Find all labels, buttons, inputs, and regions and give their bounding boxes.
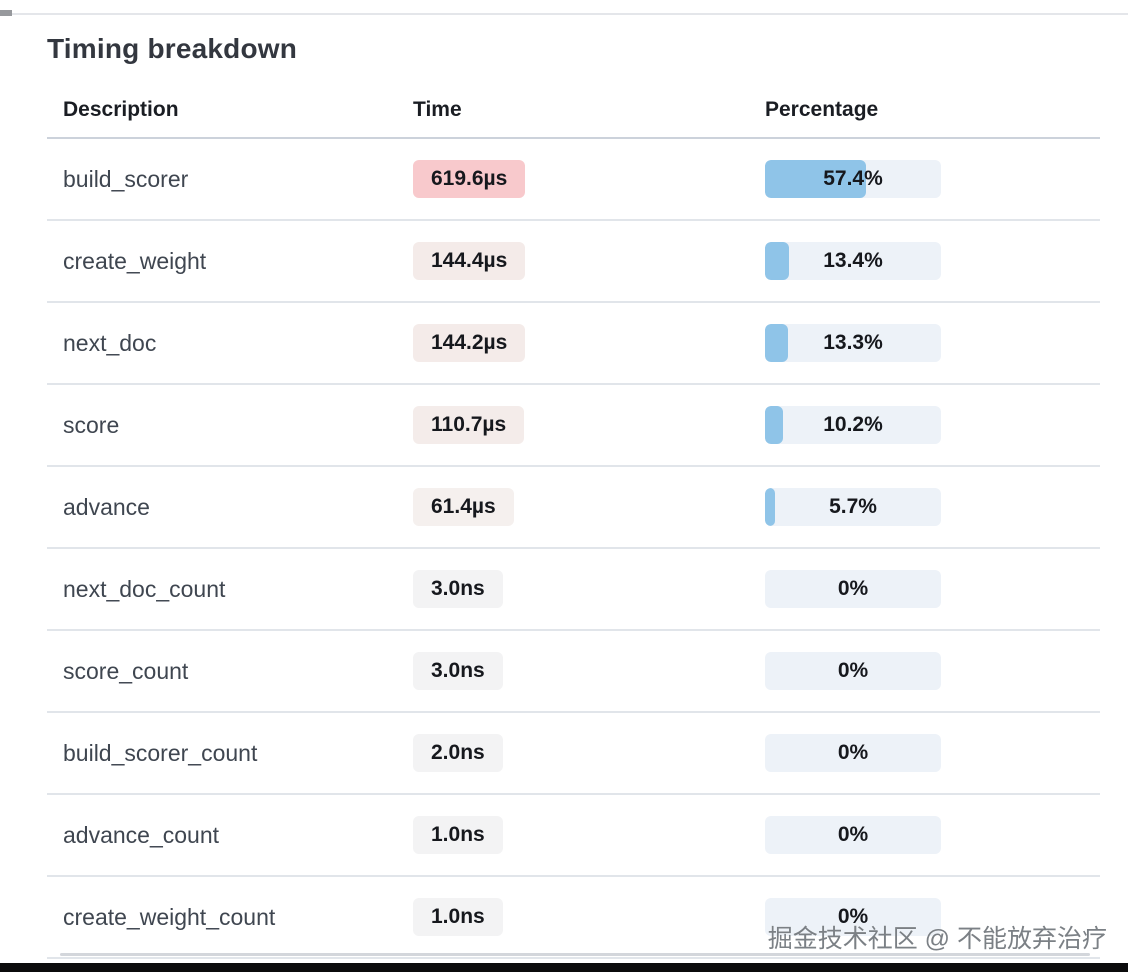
time-badge: 110.7µs: [413, 406, 525, 444]
percentage-cell: 13.4%: [765, 242, 1100, 280]
table-body: build_scorer 619.6µs 57.4% create_weight…: [47, 139, 1100, 959]
percentage-bar: 0%: [765, 898, 941, 936]
percentage-cell: 5.7%: [765, 488, 1100, 526]
table-row: advance 61.4µs 5.7%: [47, 467, 1100, 549]
percentage-cell: 10.2%: [765, 406, 1100, 444]
table-row: create_weight_count 1.0ns 0%: [47, 877, 1100, 959]
time-badge: 61.4µs: [413, 488, 514, 526]
percentage-bar: 57.4%: [765, 160, 941, 198]
table-row: score_count 3.0ns 0%: [47, 631, 1100, 713]
time-cell: 110.7µs: [413, 406, 765, 444]
percentage-bar: 0%: [765, 570, 941, 608]
table-row: advance_count 1.0ns 0%: [47, 795, 1100, 877]
table-row: next_doc 144.2µs 13.3%: [47, 303, 1100, 385]
percentage-bar-fill: [765, 160, 867, 198]
percentage-value: 5.7%: [829, 495, 877, 518]
percentage-bar: 10.2%: [765, 406, 941, 444]
percentage-bar-fill: [765, 324, 789, 362]
row-description: advance: [63, 493, 150, 520]
row-description: score_count: [63, 657, 189, 684]
time-cell: 3.0ns: [413, 652, 765, 690]
time-cell: 3.0ns: [413, 570, 765, 608]
percentage-value: 13.3%: [823, 331, 883, 354]
percentage-value: 0%: [837, 577, 869, 600]
percentage-value: 0%: [837, 741, 869, 764]
top-edge-notch: [0, 10, 12, 16]
time-badge: 1.0ns: [413, 898, 503, 936]
percentage-cell: 0%: [765, 652, 1100, 690]
percentage-cell: 0%: [765, 898, 1100, 936]
percentage-bar: 0%: [765, 734, 941, 772]
table-row: build_scorer_count 2.0ns 0%: [47, 713, 1100, 795]
column-header-description: Description: [63, 97, 179, 121]
percentage-bar: 0%: [765, 652, 941, 690]
column-header-percentage: Percentage: [765, 97, 879, 121]
percentage-value: 0%: [837, 823, 869, 846]
row-description: score: [63, 411, 120, 438]
percentage-bar: 0%: [765, 816, 941, 854]
timing-breakdown-table: Description Time Percentage build_scorer…: [47, 82, 1100, 959]
time-badge: 144.2µs: [413, 324, 526, 362]
row-description: create_weight: [63, 247, 207, 274]
time-badge: 619.6µs: [413, 160, 526, 198]
time-cell: 2.0ns: [413, 734, 765, 772]
time-cell: 144.2µs: [413, 324, 765, 362]
column-header-time: Time: [413, 97, 462, 121]
percentage-bar-fill: [765, 488, 776, 526]
table-row: next_doc_count 3.0ns 0%: [47, 549, 1100, 631]
row-description: next_doc: [63, 329, 157, 356]
bottom-edge-bar: [0, 963, 1128, 972]
time-cell: 1.0ns: [413, 816, 765, 854]
table-header-row: Description Time Percentage: [47, 82, 1100, 139]
percentage-cell: 0%: [765, 816, 1100, 854]
row-description: next_doc_count: [63, 575, 226, 602]
time-badge: 3.0ns: [413, 652, 503, 690]
percentage-bar: 13.4%: [765, 242, 941, 280]
percentage-value: 10.2%: [823, 413, 883, 436]
horizontal-scrollbar[interactable]: [60, 953, 1090, 956]
row-description: build_scorer: [63, 165, 189, 192]
percentage-value: 57.4%: [823, 167, 883, 190]
page-title: Timing breakdown: [47, 33, 298, 64]
percentage-cell: 13.3%: [765, 324, 1100, 362]
top-divider: [0, 13, 1128, 15]
time-badge: 1.0ns: [413, 816, 503, 854]
percentage-cell: 0%: [765, 570, 1100, 608]
table-row: score 110.7µs 10.2%: [47, 385, 1100, 467]
row-description: build_scorer_count: [63, 739, 258, 766]
time-badge: 3.0ns: [413, 570, 503, 608]
row-description: advance_count: [63, 821, 220, 848]
time-cell: 144.4µs: [413, 242, 765, 280]
percentage-bar-fill: [765, 242, 789, 280]
table-row: build_scorer 619.6µs 57.4%: [47, 139, 1100, 221]
percentage-cell: 57.4%: [765, 160, 1100, 198]
time-badge: 144.4µs: [413, 242, 526, 280]
time-cell: 1.0ns: [413, 898, 765, 936]
time-cell: 619.6µs: [413, 160, 765, 198]
percentage-bar-fill: [765, 406, 783, 444]
percentage-cell: 0%: [765, 734, 1100, 772]
percentage-bar: 13.3%: [765, 324, 941, 362]
percentage-value: 13.4%: [823, 249, 883, 272]
time-cell: 61.4µs: [413, 488, 765, 526]
percentage-value: 0%: [837, 905, 869, 928]
table-row: create_weight 144.4µs 13.4%: [47, 221, 1100, 303]
row-description: create_weight_count: [63, 903, 276, 930]
percentage-value: 0%: [837, 659, 869, 682]
watermark: 掘金技术社区 @ 不能放弃治疗: [767, 925, 1107, 953]
percentage-bar: 5.7%: [765, 488, 941, 526]
time-badge: 2.0ns: [413, 734, 503, 772]
